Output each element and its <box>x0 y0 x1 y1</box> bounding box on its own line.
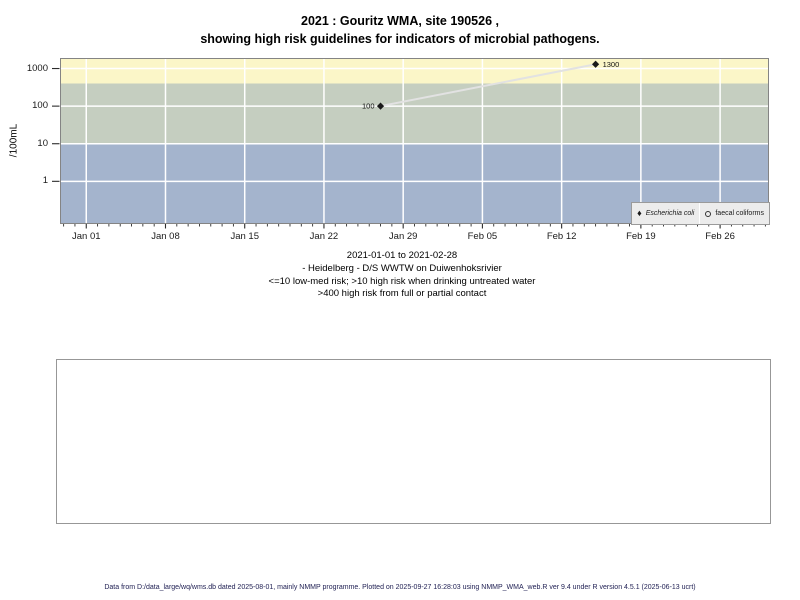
caption-risk-guideline-1: <=10 low-med risk; >10 high risk when dr… <box>268 275 536 287</box>
x-tick-label: Jan 15 <box>230 231 259 242</box>
x-tick-label: Jan 22 <box>309 231 339 242</box>
legend-label: faecal coliforms <box>715 210 764 217</box>
x-tick-label: Feb 12 <box>546 231 577 242</box>
x-tick-label: Jan 29 <box>388 231 418 242</box>
y-tick-label: 1 <box>42 175 48 187</box>
caption-site-description: - Heidelberg - D/S WWTW on Duiwenhoksriv… <box>302 262 502 274</box>
caption-date-range: 2021-01-01 to 2021-02-28 <box>346 250 458 261</box>
legend-label: Escherichia coli <box>645 210 695 217</box>
data-point-diamond <box>591 60 600 68</box>
point-value-label: 1300 <box>603 60 620 69</box>
risk-band-1 <box>60 83 769 144</box>
caption-risk-guideline-2: >400 high risk from full or partial cont… <box>317 288 487 300</box>
x-tick-label: Feb 05 <box>467 231 498 242</box>
x-tick-label: Jan 08 <box>151 231 180 242</box>
chart-caption: 2021-01-01 to 2021-02-28 - Heidelberg - … <box>0 250 800 301</box>
x-tick-label: Feb 26 <box>705 231 735 242</box>
footer-provenance-text: Data from D:/data_large/wq/wms.db dated … <box>104 584 696 591</box>
legend-item-0: ♦ Escherichia coli <box>632 203 699 224</box>
legend-item-1: faecal coliforms <box>699 203 769 224</box>
y-tick-label: 100 <box>32 100 48 112</box>
chart-title: 2021 : Gouritz WMA, site 190526 , showin… <box>0 12 800 48</box>
risk-band-0 <box>60 58 769 84</box>
chart-title-line2: showing high risk guidelines for indicat… <box>200 32 600 46</box>
x-tick-label: Feb 19 <box>626 231 656 242</box>
y-tick-label: 10 <box>37 137 48 149</box>
filled-diamond-icon: ♦ <box>637 208 642 218</box>
series-connector-line <box>380 63 596 108</box>
panel-border <box>60 58 769 224</box>
open-circle-icon <box>705 210 712 217</box>
data-point-diamond <box>376 102 385 110</box>
empty-info-box <box>56 359 771 524</box>
point-value-label: 100 <box>362 102 375 111</box>
x-tick-label: Jan 01 <box>71 231 101 242</box>
y-tick-label: 1000 <box>26 62 48 74</box>
legend-box: ♦ Escherichia coli faecal coliforms <box>631 202 770 225</box>
chart-title-line1: 2021 : Gouritz WMA, site 190526 , <box>301 14 499 28</box>
